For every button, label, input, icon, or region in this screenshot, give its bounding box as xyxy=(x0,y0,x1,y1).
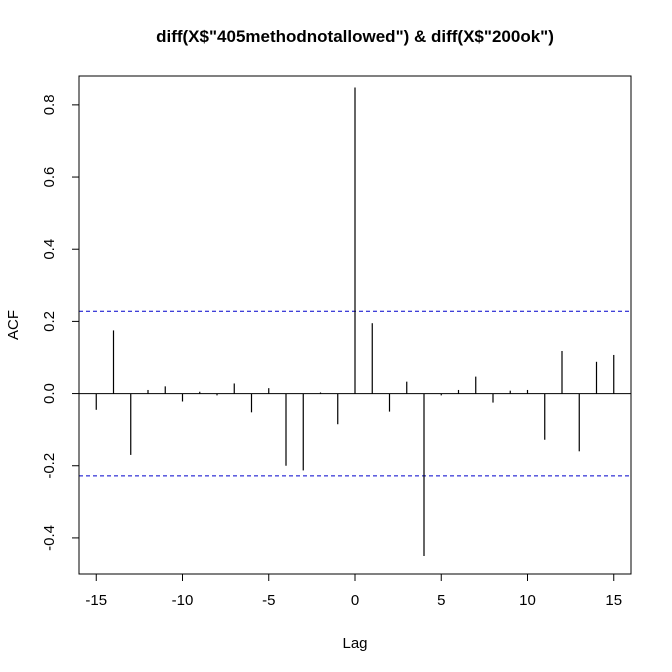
x-tick-label: 15 xyxy=(605,592,622,609)
x-tick-label: -15 xyxy=(85,592,107,609)
y-tick-label: 0.4 xyxy=(41,239,58,260)
y-tick-label: -0.2 xyxy=(41,453,58,479)
x-tick-label: 0 xyxy=(351,592,359,609)
x-axis-label: Lag xyxy=(342,635,367,652)
y-tick-label: 0.8 xyxy=(41,94,58,115)
y-tick-label: 0.6 xyxy=(41,167,58,188)
x-tick-label: -10 xyxy=(172,592,194,609)
acf-bars xyxy=(95,87,615,556)
x-tick-label: -5 xyxy=(262,592,275,609)
y-axis-label: ACF xyxy=(5,310,22,340)
x-tick-label: 10 xyxy=(519,592,536,609)
x-axis: -15 -10 -5 0 5 10 15 xyxy=(85,573,622,609)
y-tick-label: -0.4 xyxy=(41,525,58,551)
chart-title: diff(X$"405methodnotallowed") & diff(X$"… xyxy=(156,27,554,46)
x-tick-label: 5 xyxy=(437,592,445,609)
y-tick-label: 0.0 xyxy=(41,383,58,404)
y-axis: -0.4 -0.2 0.0 0.2 0.4 0.6 0.8 xyxy=(41,94,80,551)
y-tick-label: 0.2 xyxy=(41,311,58,332)
